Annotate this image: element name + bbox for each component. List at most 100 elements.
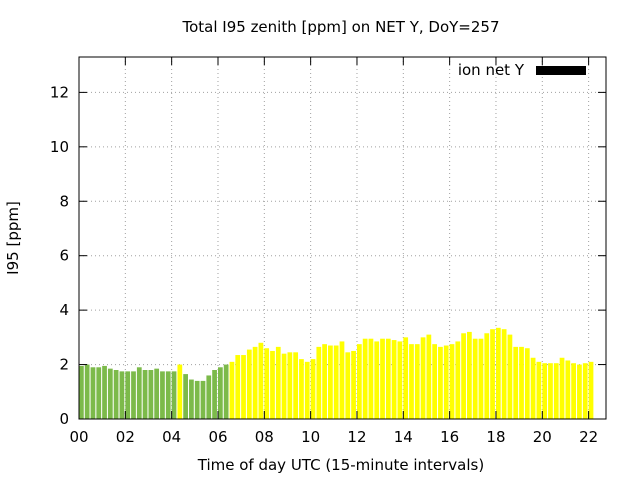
x-tick-label: 04 [162, 428, 181, 446]
bar [571, 363, 577, 419]
bar [582, 363, 588, 419]
bar [420, 337, 426, 419]
bar [148, 370, 154, 419]
bar [287, 352, 293, 419]
bar [345, 352, 351, 419]
bar [484, 333, 490, 419]
bar [524, 348, 530, 419]
x-tick-label: 20 [533, 428, 552, 446]
bar [403, 337, 409, 419]
bar [119, 371, 125, 419]
bar [223, 364, 229, 419]
bar [495, 327, 501, 419]
bar [304, 361, 310, 419]
bar [264, 348, 270, 419]
bar [559, 357, 565, 419]
bar [299, 359, 304, 419]
bar [281, 353, 287, 419]
bar [131, 371, 136, 419]
x-tick-label: 10 [301, 428, 320, 446]
bar [200, 380, 206, 419]
bar [426, 334, 432, 419]
legend-swatch [536, 66, 586, 75]
bar [530, 357, 536, 419]
bar [414, 344, 420, 419]
bar [183, 374, 188, 419]
x-tick-label: 00 [69, 428, 88, 446]
bar [160, 371, 165, 419]
bar [293, 352, 299, 419]
bar [275, 346, 281, 419]
bar [84, 364, 90, 419]
bar [322, 344, 327, 419]
bar [270, 350, 275, 419]
bar [536, 361, 542, 419]
bar [90, 367, 96, 419]
bar [310, 359, 316, 419]
y-tick-label: 8 [59, 192, 69, 210]
bar [142, 370, 148, 419]
bar [385, 338, 391, 419]
bar [507, 334, 513, 419]
bar [501, 329, 507, 419]
bar [397, 341, 403, 419]
bar [588, 361, 594, 419]
bar [154, 368, 160, 419]
bar [542, 363, 548, 419]
bar [102, 365, 107, 419]
bar [113, 370, 119, 419]
legend: ion net Y [458, 61, 586, 79]
bar [107, 368, 113, 419]
bar [316, 346, 322, 419]
y-tick-label: 10 [50, 138, 69, 156]
bar [472, 338, 478, 419]
bar [217, 367, 223, 419]
bar [467, 331, 472, 419]
bar [513, 346, 519, 419]
bar [235, 355, 241, 419]
bar [432, 344, 438, 419]
bar [79, 365, 84, 419]
bar [333, 345, 339, 419]
bar [328, 345, 333, 419]
y-tick-label: 4 [59, 301, 69, 319]
y-tick-label: 2 [59, 356, 69, 374]
bar [455, 341, 461, 419]
x-tick-label: 08 [255, 428, 274, 446]
bar [165, 371, 171, 419]
bar [478, 338, 484, 419]
bar [125, 371, 131, 419]
bar [362, 338, 368, 419]
bar [438, 346, 443, 419]
bar [339, 341, 345, 419]
x-tick-label: 16 [440, 428, 459, 446]
bars [79, 327, 594, 419]
bar [206, 375, 212, 419]
y-axis-label: I95 [ppm] [4, 201, 22, 275]
plot-frame [78, 56, 607, 420]
bar [409, 344, 414, 419]
bar [171, 371, 177, 419]
bar [241, 355, 246, 419]
bar [246, 349, 252, 419]
x-tick-label: 06 [208, 428, 227, 446]
bar [449, 344, 455, 419]
y-tick-label: 0 [59, 410, 69, 428]
bar [229, 361, 235, 419]
bar [96, 367, 102, 419]
bar [553, 363, 559, 419]
bar [194, 380, 200, 419]
y-tick-label: 12 [50, 83, 69, 101]
bar [391, 340, 397, 419]
bar [519, 346, 524, 419]
bar [565, 360, 571, 419]
chart-title: Total I95 zenith [ppm] on NET Y, DoY=257 [181, 18, 499, 36]
x-tick-label: 18 [486, 428, 505, 446]
bar [374, 341, 380, 419]
bar [356, 344, 362, 419]
bar [189, 379, 194, 419]
bar [490, 329, 495, 419]
bar [548, 363, 553, 419]
y-tick-label: 6 [59, 247, 69, 265]
